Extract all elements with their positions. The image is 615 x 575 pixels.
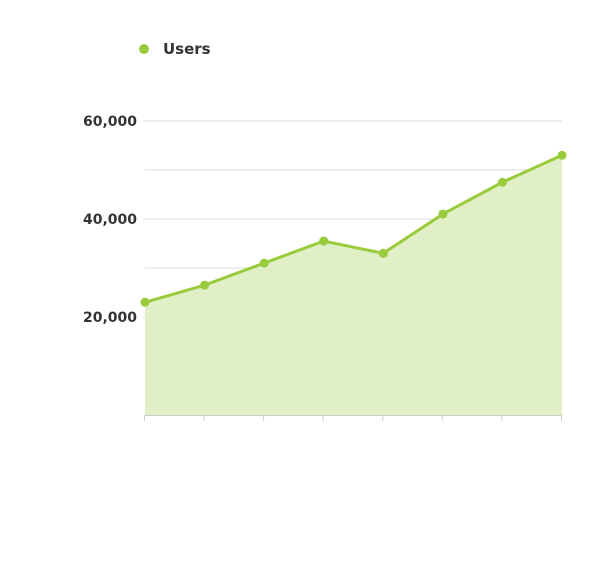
- legend: Users: [139, 40, 211, 58]
- data-point[interactable]: [378, 248, 388, 258]
- points-layer: [140, 150, 567, 307]
- data-point[interactable]: [438, 209, 448, 219]
- y-tick-label: 40,000: [83, 212, 137, 228]
- legend-label-users: Users: [163, 40, 211, 58]
- line-layer: [143, 153, 564, 304]
- data-point[interactable]: [497, 177, 507, 187]
- data-point[interactable]: [140, 297, 150, 307]
- area-layer: [145, 155, 562, 416]
- data-point[interactable]: [557, 150, 567, 160]
- data-point[interactable]: [319, 236, 329, 246]
- area-fill-users: [145, 155, 562, 416]
- x-axis: [144, 415, 562, 421]
- series-line-users: [143, 153, 564, 304]
- y-tick-label: 60,000: [83, 114, 137, 130]
- data-point[interactable]: [200, 280, 210, 290]
- data-point[interactable]: [259, 258, 269, 268]
- y-axis-labels: 20,000 40,000 60,000: [83, 114, 137, 326]
- y-tick-label: 20,000: [83, 310, 137, 326]
- legend-marker-icon: [139, 44, 149, 54]
